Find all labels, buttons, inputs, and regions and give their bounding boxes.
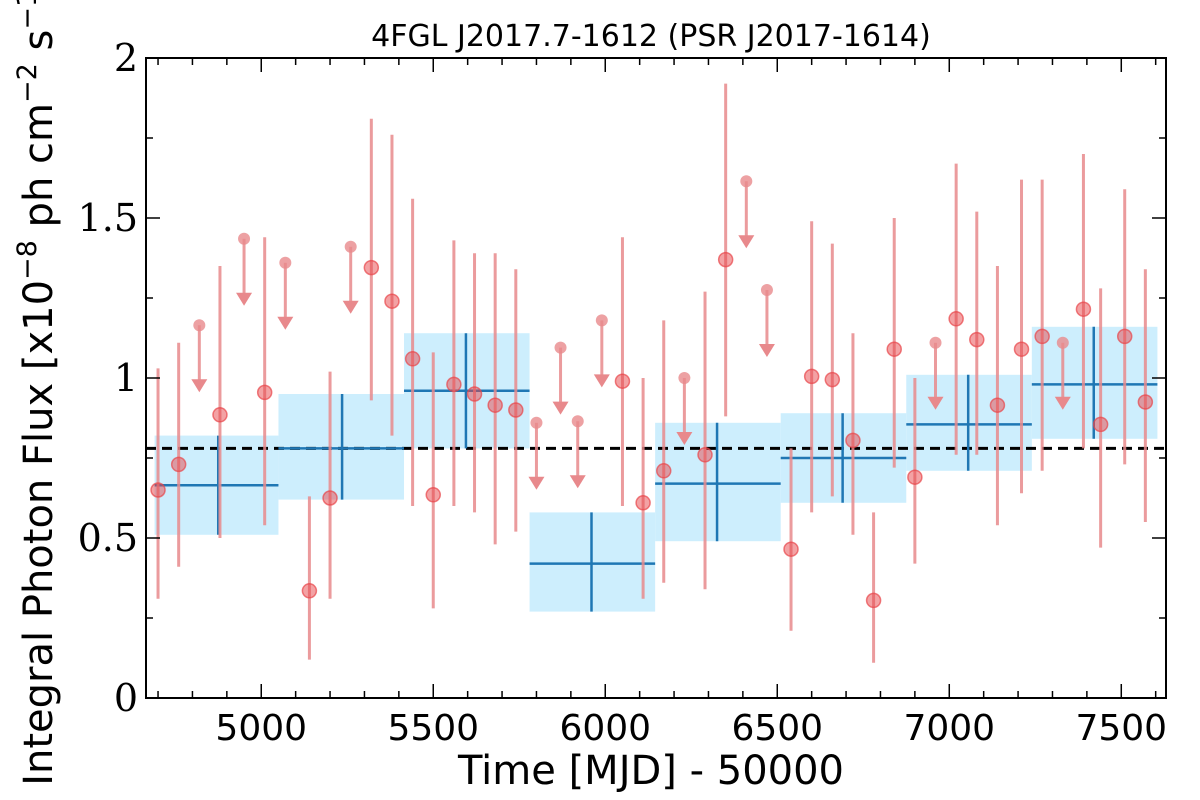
- upper-limit-arrow-1: [236, 292, 253, 306]
- chart-title: 4FGL J2017.7-1612 (PSR J2017-1614): [371, 19, 931, 54]
- upper-limit-arrow-9: [738, 235, 755, 249]
- data-point-20: [803, 368, 820, 385]
- upper-limit-arrow-8: [676, 432, 693, 445]
- y-tick-label-4: 2: [114, 36, 138, 80]
- upper-limit-point-0: [193, 319, 206, 332]
- data-point-3: [256, 384, 273, 401]
- axis-ticks: 5000 5500 6000 6500 7000 7500 0 0.5 1 1.5 2: [78, 36, 1168, 749]
- upper-limit-arrow-0: [191, 379, 208, 393]
- upper-limit-point-12: [1056, 336, 1069, 349]
- upper-limit-point-10: [760, 284, 773, 296]
- upper-limit-point-1: [238, 232, 251, 245]
- upper-limit-arrow-2: [277, 316, 294, 330]
- data-point-1: [170, 456, 187, 473]
- y-label-exp-1: −8: [12, 240, 43, 280]
- data-point-32: [1092, 416, 1109, 433]
- y-label-exp-2: −2: [12, 63, 43, 103]
- y-tick-label-1: 0.5: [78, 516, 138, 560]
- data-point-33: [1116, 328, 1133, 345]
- x-axis-label: Time [MJD] - 50000: [457, 748, 844, 794]
- data-point-0: [150, 482, 166, 498]
- upper-limit-point-9: [740, 175, 753, 188]
- upper-limit-point-6: [571, 415, 584, 428]
- data-point-28: [989, 397, 1006, 413]
- data-point-23: [865, 592, 882, 609]
- data-point-14: [614, 373, 631, 389]
- data-point-12: [487, 397, 503, 413]
- data-point-6: [363, 259, 380, 276]
- x-tick-label-6000: 6000: [559, 708, 651, 749]
- upper-limit-arrow-11: [927, 396, 944, 410]
- upper-limit-point-5: [554, 341, 567, 354]
- upper-limit-point-7: [595, 314, 608, 327]
- data-point-4: [301, 583, 318, 599]
- y-tick-label-2: 1: [114, 356, 138, 400]
- data-point-34: [1137, 394, 1154, 410]
- upper-limit-arrow-5: [552, 401, 569, 415]
- upper-limit-arrow-10: [758, 344, 775, 357]
- data-point-16: [655, 463, 672, 479]
- data-point-22: [845, 432, 861, 449]
- y-label-main: Integral Photon Flux [x10: [16, 280, 62, 786]
- upper-limit-point-11: [929, 336, 942, 349]
- data-point-9: [425, 487, 442, 503]
- upper-limit-point-3: [344, 240, 357, 253]
- x-tick-label-7000: 7000: [903, 708, 995, 749]
- data-point-26: [948, 311, 964, 327]
- upper-limit-arrow-6: [569, 475, 586, 489]
- data-point-10: [446, 376, 462, 393]
- data-point-27: [969, 331, 985, 348]
- data-point-7: [384, 293, 400, 309]
- data-point-17: [697, 447, 713, 463]
- upper-limit-arrow-4: [528, 476, 545, 490]
- upper-limit-point-4: [530, 416, 543, 429]
- data-point-15: [635, 495, 651, 511]
- upper-limit-arrow-12: [1054, 396, 1071, 410]
- upper-limit-point-8: [678, 372, 691, 384]
- x-tick-label-5500: 5500: [387, 708, 479, 749]
- data-point-30: [1034, 328, 1050, 345]
- data-point-19: [783, 541, 799, 557]
- data-point-18: [717, 251, 734, 268]
- data-point-5: [322, 490, 338, 506]
- data-point-29: [1013, 341, 1030, 357]
- y-label-exp-3: −1: [12, 0, 43, 30]
- upper-limit-arrow-7: [593, 374, 610, 388]
- data-point-24: [886, 341, 902, 357]
- x-tick-label-5000: 5000: [215, 708, 307, 749]
- data-point-21: [824, 371, 841, 388]
- y-label-end: s: [16, 30, 62, 64]
- x-tick-label-7500: 7500: [1075, 708, 1167, 749]
- upper-limit-point-2: [279, 256, 292, 269]
- plot-area: [146, 83, 1166, 663]
- y-label-mid: ph cm: [16, 103, 62, 240]
- data-point-8: [404, 351, 421, 367]
- y-axis-label: Integral Photon Flux [x10−8 ph cm−2 s−1]: [12, 0, 62, 786]
- data-point-13: [508, 402, 524, 418]
- data-point-25: [907, 469, 923, 485]
- data-point-11: [466, 386, 483, 402]
- y-tick-label-3: 1.5: [78, 196, 138, 240]
- upper-limit-arrow-3: [342, 300, 359, 314]
- data-point-31: [1075, 301, 1092, 317]
- data-point-2: [212, 407, 228, 423]
- x-tick-label-6500: 6500: [731, 708, 823, 749]
- y-tick-label-0: 0: [114, 676, 138, 720]
